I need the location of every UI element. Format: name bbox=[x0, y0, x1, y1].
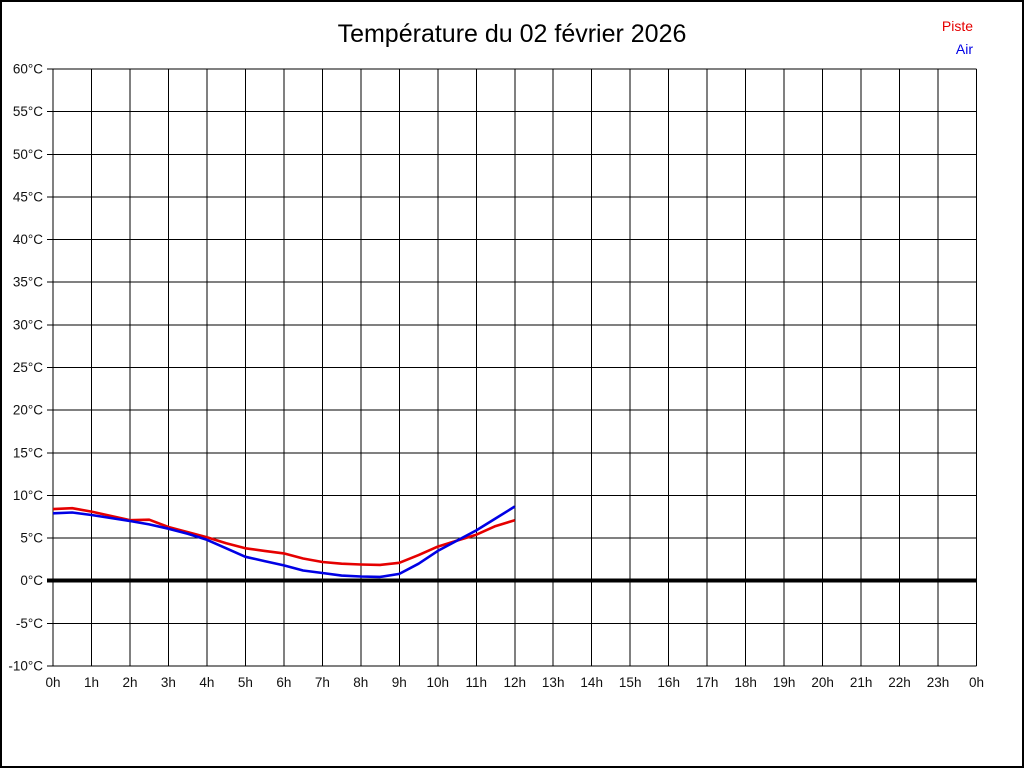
x-axis-tick-label: 9h bbox=[392, 675, 407, 690]
x-axis-tick-label: 8h bbox=[353, 675, 368, 690]
y-axis-tick-label: 45°C bbox=[13, 189, 43, 204]
legend: Piste Air bbox=[942, 15, 973, 61]
chart-title: Température du 02 février 2026 bbox=[337, 20, 687, 48]
y-axis-tick-label: 60°C bbox=[13, 62, 43, 77]
y-axis-tick-label: 20°C bbox=[13, 403, 43, 418]
legend-item-piste: Piste bbox=[941, 18, 973, 34]
x-axis-tick-label: 17h bbox=[696, 675, 719, 690]
y-axis-tick-label: 35°C bbox=[13, 275, 43, 290]
x-axis-tick-label: 19h bbox=[773, 675, 796, 690]
x-axis-tick-label: 7h bbox=[315, 675, 330, 690]
y-axis-tick-label: -5°C bbox=[16, 616, 43, 631]
x-axis-tick-label: 20h bbox=[811, 675, 834, 690]
legend-item-air: Air bbox=[955, 41, 973, 57]
x-axis-tick-label: 18h bbox=[734, 675, 757, 690]
series-air-line bbox=[52, 505, 516, 579]
x-axis-tick-label: 6h bbox=[276, 675, 291, 690]
x-axis-tick-label: 0h bbox=[45, 675, 60, 690]
y-grid-and-labels: -10°C -5°C 0°C 5°C 10°C 15°C 20°C 25°C 30°C 35°C 4… bbox=[8, 62, 977, 674]
x-axis-tick-label: 0h bbox=[969, 675, 984, 690]
x-axis-tick-label: 15h bbox=[619, 675, 642, 690]
y-axis-tick-label: 10°C bbox=[13, 488, 43, 503]
x-axis-tick-label: 13h bbox=[542, 675, 565, 690]
y-axis-tick-label: 0°C bbox=[20, 573, 43, 588]
x-axis-tick-label: 2h bbox=[122, 675, 137, 690]
x-axis-tick-label: 3h bbox=[161, 675, 176, 690]
x-axis-tick-label: 1h bbox=[84, 675, 99, 690]
y-axis-tick-label: 25°C bbox=[13, 360, 43, 375]
x-axis-tick-label: 14h bbox=[580, 675, 603, 690]
y-axis-tick-label: 15°C bbox=[13, 445, 43, 460]
x-axis-tick-label: 10h bbox=[427, 675, 450, 690]
y-axis-tick-label: -10°C bbox=[8, 659, 43, 674]
y-axis-tick-label: 5°C bbox=[20, 531, 43, 546]
x-axis-tick-label: 4h bbox=[199, 675, 214, 690]
x-axis-tick-label: 22h bbox=[888, 675, 911, 690]
x-grid-and-labels: 0h 1h 2h 3h 4h 5h 6h 7h 8h 9h 10h 11h 12h 13h 14h 15h 16… bbox=[45, 69, 984, 690]
x-axis-tick-label: 16h bbox=[657, 675, 680, 690]
y-axis-tick-label: 40°C bbox=[13, 232, 43, 247]
x-axis-tick-label: 11h bbox=[466, 675, 488, 690]
y-axis-tick-label: 55°C bbox=[13, 104, 43, 119]
x-axis-tick-label: 21h bbox=[850, 675, 873, 690]
y-axis-tick-label: 50°C bbox=[13, 147, 43, 162]
x-axis-tick-label: 12h bbox=[504, 675, 527, 690]
y-axis-tick-label: 30°C bbox=[13, 317, 43, 332]
x-axis-tick-label: 5h bbox=[238, 675, 253, 690]
x-axis-tick-label: 23h bbox=[927, 675, 950, 690]
